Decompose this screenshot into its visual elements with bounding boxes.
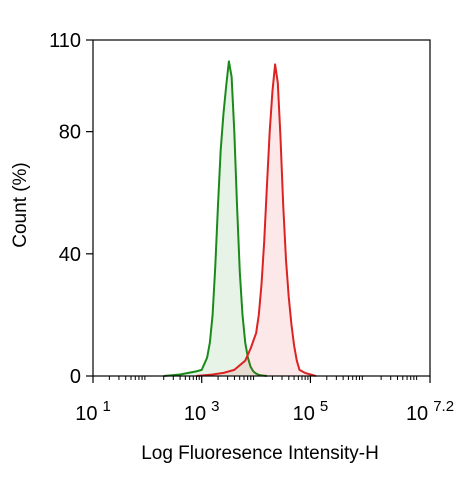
y-tick-label: 40 [59,244,81,266]
x-tick-label: 10 1 [75,398,111,425]
x-axis-label: Log Fluoresence Intensity-H [141,443,379,464]
series-2-area [196,64,316,377]
series-1-area [163,61,267,377]
x-minor-ticks [108,376,418,380]
y-tick-label: 80 [59,122,81,144]
tick-labels: 0 40 80 110 10 1 10 3 10 5 10 7.2 [49,30,454,425]
y-tick-label: 110 [49,30,81,52]
series-2-line [196,63,317,377]
series-layer [163,60,317,377]
x-tick-label: 10 7.2 [406,398,454,425]
x-tick-label: 10 3 [184,398,220,425]
axis-ticks [86,39,431,383]
y-axis-label: Count (%) [10,162,31,248]
x-tick-label: 10 5 [293,398,329,425]
y-tick-label: 0 [70,366,81,388]
plot-frame [92,39,431,377]
series-1-line [163,60,268,377]
